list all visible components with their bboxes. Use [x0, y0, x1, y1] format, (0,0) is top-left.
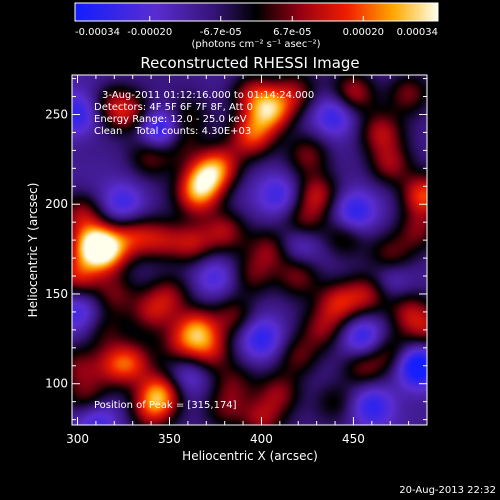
annotation-detectors: Detectors: 4F 5F 6F 7F 8F, Att 0 [94, 102, 253, 113]
colorbar-tick-label: -6.7e-05 [200, 27, 242, 38]
annotation-block: 3-Aug-2011 01:12:16.000 to 01:14:24.000 … [94, 90, 314, 137]
y-tick-label: 100 [45, 377, 68, 391]
chart-title: Reconstructed RHESSI Image [140, 54, 359, 72]
y-tick-label: 150 [45, 287, 68, 301]
footer-timestamp: 20-Aug-2013 22:32 [399, 485, 496, 496]
annotation-energy-range: Energy Range: 12.0 - 25.0 keV [94, 114, 247, 125]
annotation-time-range: 3-Aug-2011 01:12:16.000 to 01:14:24.000 [102, 90, 314, 101]
colorbar-tick-label: 0.00034 [397, 27, 438, 38]
colorbar-ticks: -0.00034 -0.00020 -6.7e-05 6.7e-05 0.00020 0.… [74, 16, 439, 38]
colorbar: -0.00034 -0.00020 -6.7e-05 6.7e-05 0.00020 0.… [74, 2, 439, 50]
x-tick-label: 400 [250, 432, 273, 446]
colorbar-tick-label: 6.7e-05 [273, 27, 311, 38]
colorbar-gradient [75, 3, 438, 21]
x-axis-label: Heliocentric X (arcsec) [182, 449, 318, 463]
x-axis: 300 350 400 450 [66, 75, 428, 446]
plot-frame [71, 74, 428, 426]
x-tick-label: 450 [342, 432, 365, 446]
x-tick-label: 350 [158, 432, 181, 446]
annotation-total-counts: Clean Total counts: 4.30E+03 [94, 126, 251, 137]
peak-position-label: Position of Peak = [315,174] [94, 400, 237, 411]
heatmap-image [72, 75, 427, 425]
colorbar-tick-label: -0.00034 [75, 27, 120, 38]
colorbar-units: (photons cm⁻² s⁻¹ asec⁻²) [191, 39, 320, 50]
x-tick-label: 300 [66, 432, 89, 446]
y-axis-label: Heliocentric Y (arcsec) [26, 183, 40, 318]
y-tick-label: 250 [45, 107, 68, 121]
y-tick-label: 200 [45, 197, 68, 211]
colorbar-tick-label: -0.00020 [127, 27, 172, 38]
colorbar-tick-label: 0.00020 [343, 27, 384, 38]
y-axis: 100 150 200 250 [45, 78, 427, 421]
